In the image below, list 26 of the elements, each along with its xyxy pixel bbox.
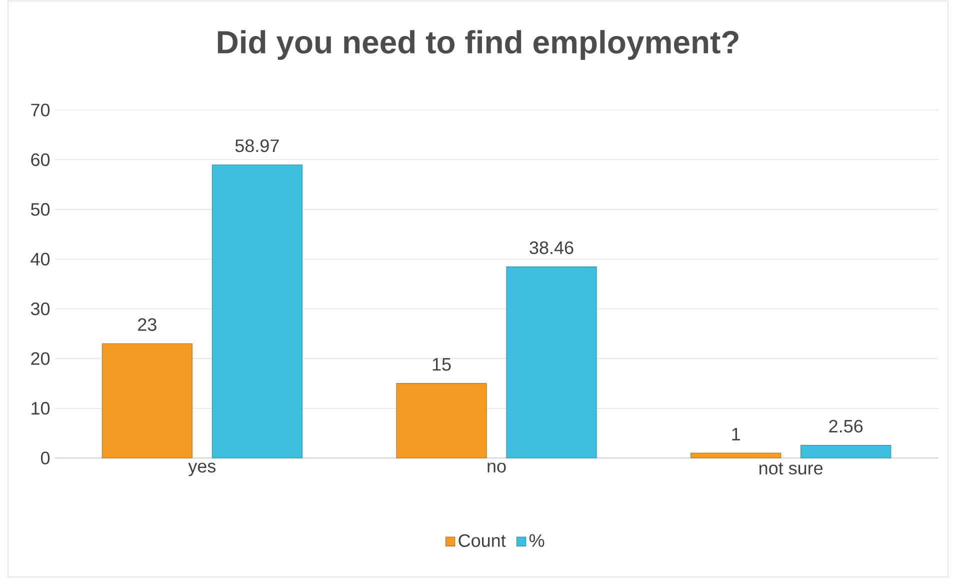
legend-label: Count (458, 534, 506, 547)
y-tick-label: 60 (31, 153, 50, 166)
x-tick-label: not sure (760, 462, 823, 475)
data-label: 38.46 (530, 241, 574, 254)
bar (212, 164, 302, 458)
y-tick-label: 0 (40, 452, 50, 464)
data-label: 2.56 (829, 420, 863, 433)
bar (506, 266, 597, 458)
x-tick-label: yes (188, 462, 216, 476)
data-label: 58.97 (235, 139, 279, 152)
data-label: 15 (432, 358, 451, 371)
y-tick-label: 20 (31, 352, 50, 365)
y-tick-label: 70 (31, 104, 50, 116)
chart-title: Did you need to find employment? (218, 30, 738, 60)
y-tick-label: 40 (30, 252, 50, 266)
bar (800, 445, 892, 458)
x-tick-label: no (488, 462, 506, 473)
bar (102, 343, 192, 458)
y-tick-label: 10 (32, 402, 50, 415)
bar (690, 452, 782, 458)
legend-label: % (529, 534, 544, 547)
y-tick-label: 30 (30, 302, 50, 316)
bar (396, 383, 487, 458)
data-label: 23 (138, 318, 156, 331)
y-tick-label: 50 (30, 203, 50, 216)
data-label: 1 (732, 428, 740, 440)
